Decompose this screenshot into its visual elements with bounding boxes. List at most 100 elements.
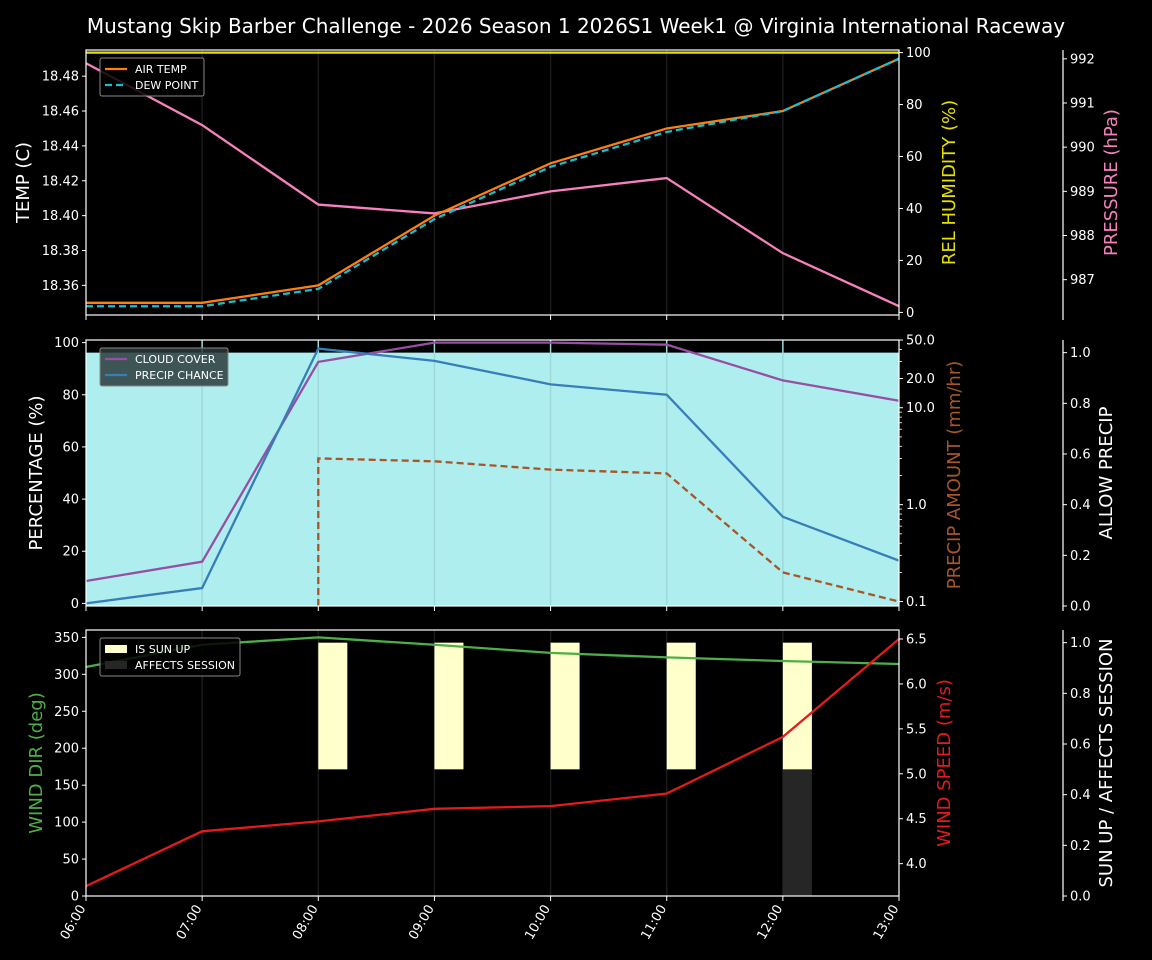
y-tick-label: 18.44: [42, 139, 79, 154]
chart-title: Mustang Skip Barber Challenge - 2026 Sea…: [86, 14, 1066, 38]
axis-label: SUN UP / AFFECTS SESSION: [1096, 638, 1117, 887]
y-tick-label: 5.0: [906, 767, 927, 782]
axis-label: WIND SPEED (m/s): [934, 679, 955, 847]
y-tick-label: 100: [54, 336, 79, 351]
y-tick-label: 60: [62, 440, 79, 455]
sun-up-bar: [550, 642, 580, 770]
x-tick-label: 09:00: [406, 903, 438, 943]
axis-label: REL HUMIDITY (%): [939, 100, 960, 265]
y-tick-label: 80: [62, 388, 79, 403]
plot-frame: [85, 49, 900, 316]
x-tick-label: 11:00: [638, 903, 670, 943]
wind-speed-line: [85, 638, 900, 888]
precip-chance-line: [85, 347, 900, 605]
y-tick-label: 4.5: [906, 812, 927, 827]
legend: [99, 637, 241, 677]
y-tick-label: 40: [62, 493, 79, 508]
legend-swatch: [105, 645, 127, 653]
y-tick-label: 992: [1070, 52, 1095, 67]
sun-up-bar: [434, 642, 464, 770]
legend-label: AFFECTS SESSION: [135, 659, 235, 672]
y-tick-label: 100: [54, 816, 79, 831]
legend-label: IS SUN UP: [135, 643, 191, 656]
y-tick-label: 50.0: [906, 334, 935, 349]
legend-label: CLOUD COVER: [135, 353, 216, 366]
y-tick-label: 350: [54, 631, 79, 646]
axis-label: WIND DIR (deg): [26, 692, 47, 834]
y-tick-label: 40: [906, 202, 923, 217]
y-tick-label: 991: [1070, 97, 1095, 112]
x-tick-label: 06:00: [58, 903, 90, 943]
y-tick-label: 60: [906, 150, 923, 165]
y-tick-label: 18.46: [42, 105, 79, 120]
axis-label: TEMP (C): [13, 142, 34, 224]
y-tick-label: 990: [1070, 141, 1095, 156]
plot-frame: [85, 629, 900, 897]
axis-label: ALLOW PRECIP: [1096, 406, 1117, 539]
wind-panel: 0 50 100 150 200 250 300 350 4.0 4.5 5.0 5.5 6.0 6.5 0…: [26, 629, 1117, 943]
y-tick-label: 0.1: [906, 595, 927, 610]
y-tick-label: 18.36: [42, 279, 79, 294]
y-tick-label: 987: [1070, 273, 1095, 288]
y-tick-label: 200: [54, 742, 79, 757]
y-tick-label: 80: [906, 98, 923, 113]
x-tick-label: 12:00: [755, 903, 787, 943]
sun-up-bar: [666, 642, 696, 770]
plot-frame: [85, 339, 900, 607]
y-tick-label: 0.4: [1070, 498, 1091, 513]
y-tick-label: 10.0: [906, 401, 935, 416]
legend-label: PRECIP CHANCE: [135, 369, 224, 382]
legend-label: DEW POINT: [135, 79, 199, 92]
y-tick-label: 18.38: [42, 244, 79, 259]
y-tick-label: 6.5: [906, 632, 927, 647]
y-tick-label: 0.8: [1070, 397, 1091, 412]
axis-label: PRECIP AMOUNT (mm/hr): [944, 361, 965, 590]
y-tick-label: 5.5: [906, 722, 927, 737]
y-tick-label: 1.0: [1070, 346, 1091, 361]
y-tick-label: 250: [54, 705, 79, 720]
y-tick-label: 0: [71, 597, 79, 612]
y-tick-label: 0.0: [1070, 600, 1091, 615]
y-tick-label: 0.6: [1070, 448, 1091, 463]
y-tick-label: 0.4: [1070, 788, 1091, 803]
y-tick-label: 0.8: [1070, 687, 1091, 702]
x-tick-label: 10:00: [522, 903, 554, 943]
precip-amount-line: [317, 457, 900, 606]
y-tick-label: 0: [71, 890, 79, 905]
y-tick-label: 18.40: [42, 209, 79, 224]
y-tick-label: 1.0: [1070, 636, 1091, 651]
y-tick-label: 300: [54, 668, 79, 683]
y-tick-label: 0.2: [1070, 839, 1091, 854]
axis-label: PERCENTAGE (%): [26, 395, 47, 550]
y-tick-label: 20: [62, 545, 79, 560]
allow-precip-fill: [86, 352, 899, 606]
y-tick-label: 50: [62, 853, 79, 868]
x-tick-label: 07:00: [174, 903, 206, 943]
x-tick-label: 08:00: [290, 903, 322, 943]
temperature-panel: 18.36 18.38 18.40 18.42 18.44 18.46 18.48 0 20 40…: [13, 46, 1122, 321]
y-tick-label: 18.48: [42, 70, 79, 85]
y-tick-label: 6.0: [906, 677, 927, 692]
air-temp-line: [86, 57, 900, 304]
y-tick-label: 100: [906, 46, 931, 61]
y-tick-label: 0.6: [1070, 738, 1091, 753]
pressure-line: [85, 62, 900, 308]
y-tick-label: 1.0: [906, 498, 927, 513]
y-tick-label: 4.0: [906, 857, 927, 872]
y-tick-label: 989: [1070, 185, 1095, 200]
legend: [99, 347, 229, 387]
cloud-cover-line: [85, 341, 900, 583]
affects-session-bar: [782, 769, 812, 896]
y-tick-label: 20.0: [906, 372, 935, 387]
sun-up-bar: [318, 642, 348, 770]
dew-point-line: [86, 57, 900, 308]
y-tick-label: 0.0: [1070, 890, 1091, 905]
y-tick-label: 18.42: [42, 174, 79, 189]
y-tick-label: 988: [1070, 229, 1095, 244]
legend: [99, 57, 205, 97]
precipitation-panel: 0 20 40 60 80 100 0.1 1.0 10.0 20.0 50.0 0.0 0.2 0.4 0…: [26, 334, 1117, 615]
axis-label: PRESSURE (hPa): [1101, 109, 1122, 256]
legend-label: AIR TEMP: [135, 63, 187, 76]
y-tick-label: 150: [54, 779, 79, 794]
